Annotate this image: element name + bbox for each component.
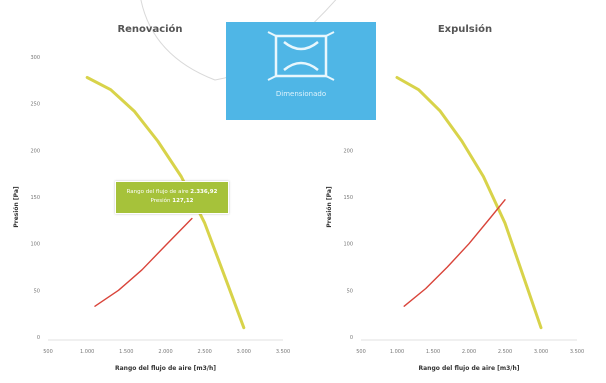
- chart-title: Renovación: [117, 23, 182, 35]
- tooltip-pressure-line: Presión 127,12: [116, 197, 228, 206]
- x-tick-label: 500: [43, 349, 53, 355]
- tooltip-pressure-value: 127,12: [172, 198, 194, 204]
- chart-tooltip: Rango del flujo de aire 2.336,92 Presión…: [115, 181, 229, 214]
- tooltip-flow-label: Rango del flujo de aire: [126, 189, 189, 195]
- x-tick-label: 3.000: [237, 349, 251, 355]
- y-axis-label: Presión [Pa]: [13, 186, 20, 228]
- x-tick-label: 2.500: [198, 349, 212, 355]
- x-axis-label: Rango del flujo de aire [m3/h]: [419, 365, 520, 372]
- fan-curve-line: [85, 76, 246, 330]
- x-tick-label: 3.500: [570, 349, 584, 355]
- y-tick-label: 0: [37, 335, 40, 341]
- tooltip-flow-value: 2.336,92: [190, 189, 218, 195]
- y-tick-label: 200: [343, 148, 353, 154]
- x-tick-label: 500: [356, 349, 366, 355]
- x-tick-label: 1.000: [80, 349, 94, 355]
- y-tick-label: 300: [30, 55, 40, 61]
- y-tick-label: 200: [30, 148, 40, 154]
- heat-exchanger-icon: [267, 31, 335, 81]
- chart-title: Expulsión: [438, 23, 492, 35]
- product-badge[interactable]: Dimensionado: [226, 22, 376, 120]
- badge-label: Dimensionado: [275, 90, 327, 98]
- x-tick-label: 3.000: [534, 349, 548, 355]
- tooltip-pressure-label: Presión: [150, 198, 171, 204]
- chart-renovacion: Renovación 0 50 100 150 200 250 300 500 1.000 1.50…: [13, 23, 290, 372]
- y-tick-label: 150: [30, 195, 40, 201]
- y-tick-label: 250: [30, 102, 40, 108]
- y-tick-label: 50: [347, 288, 353, 294]
- y-tick-label: 100: [343, 242, 353, 248]
- fan-curve-line: [395, 76, 543, 330]
- y-axis-label: Presión [Pa]: [326, 186, 333, 228]
- x-tick-label: 1.500: [426, 349, 440, 355]
- y-tick-label: 100: [30, 242, 40, 248]
- system-curve-line: [94, 217, 193, 307]
- chart-expulsion: Expulsión0501001502002503005001.0001.500…: [326, 23, 584, 372]
- tooltip-flow-line: Rango del flujo de aire 2.336,92: [116, 188, 228, 197]
- y-tick-label: 50: [34, 288, 40, 294]
- x-axis-label: Rango del flujo de aire [m3/h]: [115, 365, 216, 372]
- y-tick-label: 150: [343, 195, 353, 201]
- x-tick-label: 3.500: [276, 349, 290, 355]
- x-tick-label: 2.500: [498, 349, 512, 355]
- x-tick-label: 1.500: [119, 349, 133, 355]
- x-tick-label: 1.000: [390, 349, 404, 355]
- y-tick-label: 0: [350, 335, 353, 341]
- system-curve-line: [403, 199, 506, 307]
- x-tick-label: 2.000: [158, 349, 172, 355]
- x-tick-label: 2.000: [462, 349, 476, 355]
